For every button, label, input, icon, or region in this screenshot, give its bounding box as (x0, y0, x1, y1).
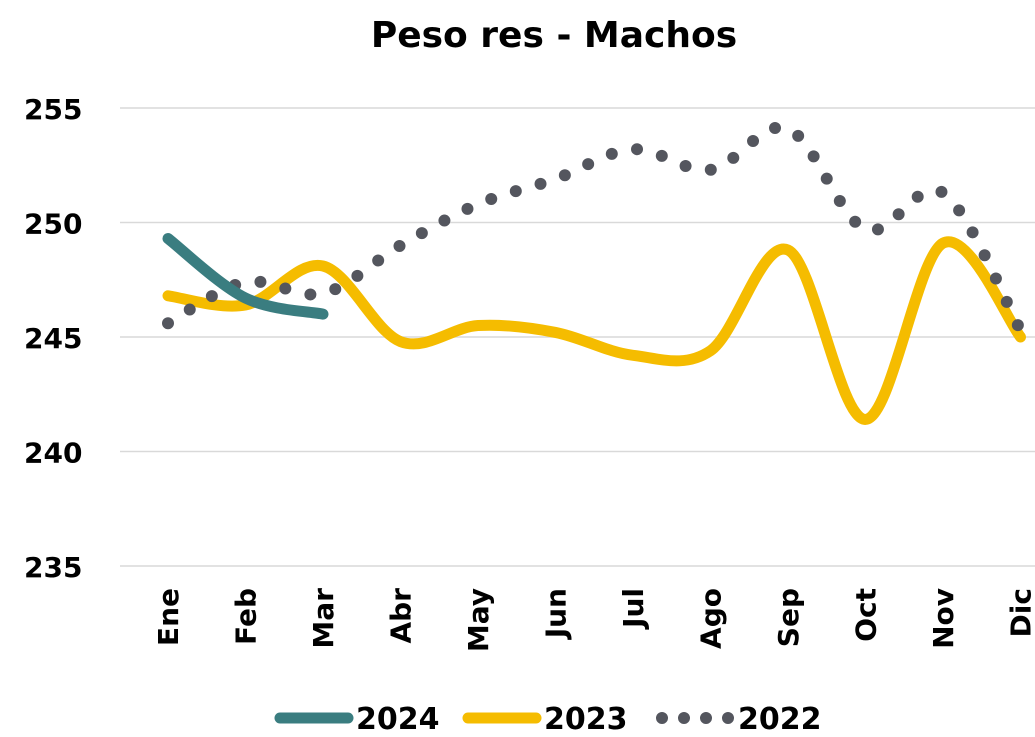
x-tick-label: Ago (695, 588, 728, 649)
x-tick-label: Jun (540, 588, 573, 640)
legend-label: 2023 (544, 702, 628, 737)
series-line (162, 236, 1026, 425)
y-tick-label: 240 (24, 437, 82, 470)
x-tick-label: Ene (152, 588, 185, 646)
y-tick-label: 245 (24, 322, 82, 355)
x-tick-label: Jul (617, 588, 650, 630)
legend-label: 2022 (738, 702, 822, 737)
x-tick-label: Oct (850, 588, 883, 642)
x-tick-label: Nov (927, 588, 960, 649)
x-tick-label: Feb (230, 588, 263, 645)
x-tick-label: Dic (1005, 588, 1035, 637)
legend-label: 2024 (356, 702, 440, 737)
chart-title: Peso res - Machos (371, 15, 737, 56)
y-tick-label: 235 (24, 551, 82, 584)
x-tick-label: Mar (307, 588, 340, 649)
x-tick-label: Abr (385, 588, 418, 644)
x-tick-label: May (462, 588, 495, 652)
y-tick-label: 250 (24, 208, 82, 241)
x-tick-label: Sep (772, 588, 805, 647)
series-line (162, 121, 1027, 337)
y-tick-label: 255 (24, 93, 82, 126)
series-line (162, 233, 329, 320)
